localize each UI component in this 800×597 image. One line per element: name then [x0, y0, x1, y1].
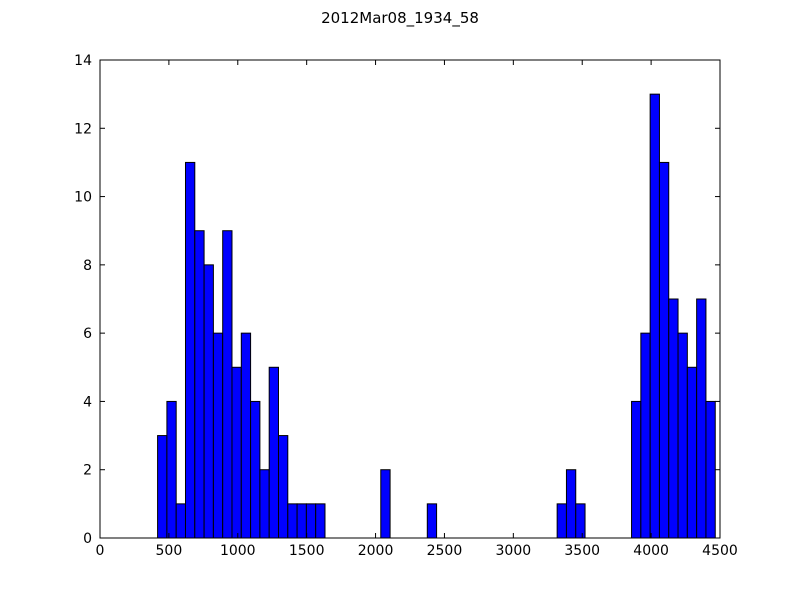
histogram-bar	[686, 366, 698, 539]
y-tick-label: 10	[74, 190, 92, 206]
x-tick-label: 0	[96, 543, 105, 559]
x-tick-label: 4000	[633, 543, 669, 559]
histogram-bar	[631, 400, 642, 539]
histogram-bar	[222, 230, 233, 539]
chart-title: 2012Mar08_1934_58	[321, 9, 479, 27]
histogram-bar	[556, 503, 567, 539]
x-tick-label: 2000	[358, 543, 394, 559]
histogram-bar	[157, 435, 168, 539]
ticks-group: 0 500 1000 1500 2000 2500 3000 3500 4000 4500 0 2 4 6…	[74, 53, 738, 559]
histogram-bar	[203, 264, 214, 539]
histogram-bar	[380, 469, 391, 539]
histogram-bar	[250, 400, 261, 539]
x-tick-label: 4500	[702, 543, 738, 559]
histogram-bar	[166, 400, 177, 539]
histogram-bar	[175, 503, 186, 539]
y-tick-label: 6	[83, 326, 92, 342]
histogram-bar	[640, 332, 651, 539]
histogram-bar	[305, 503, 317, 539]
histogram-bar	[212, 332, 224, 539]
histogram-bar	[426, 503, 438, 539]
x-tick-label: 1000	[220, 543, 256, 559]
histogram-bar	[296, 503, 307, 539]
histogram-bar	[287, 503, 298, 539]
histogram-bar	[649, 93, 660, 539]
y-tick-label: 14	[74, 53, 92, 69]
histogram-bar	[268, 366, 279, 539]
histogram-bar	[668, 298, 679, 539]
y-tick-label: 4	[83, 394, 92, 410]
x-tick-label: 3000	[496, 543, 532, 559]
histogram-bar	[315, 503, 326, 539]
histogram-bar	[194, 230, 205, 539]
histogram-bar	[705, 400, 716, 539]
histogram-bar	[658, 161, 670, 539]
histogram-bar	[240, 332, 252, 539]
histogram-bar	[696, 298, 707, 539]
histogram-bar	[575, 503, 586, 539]
histogram-bar	[277, 435, 289, 539]
x-tick-label: 500	[156, 543, 183, 559]
x-tick-label: 2500	[427, 543, 463, 559]
histogram-bar	[231, 366, 242, 539]
x-tick-label: 1500	[289, 543, 325, 559]
histogram-bar	[259, 469, 270, 539]
plot-frame	[99, 59, 721, 539]
y-tick-label: 0	[83, 531, 92, 547]
y-tick-label: 12	[74, 121, 92, 137]
histogram-bar	[184, 161, 196, 539]
y-tick-label: 8	[83, 258, 92, 274]
y-tick-label: 2	[83, 463, 92, 479]
histogram-bar	[677, 332, 688, 539]
x-tick-label: 3500	[564, 543, 600, 559]
bars-group	[157, 93, 716, 539]
histogram-bar	[565, 469, 577, 539]
